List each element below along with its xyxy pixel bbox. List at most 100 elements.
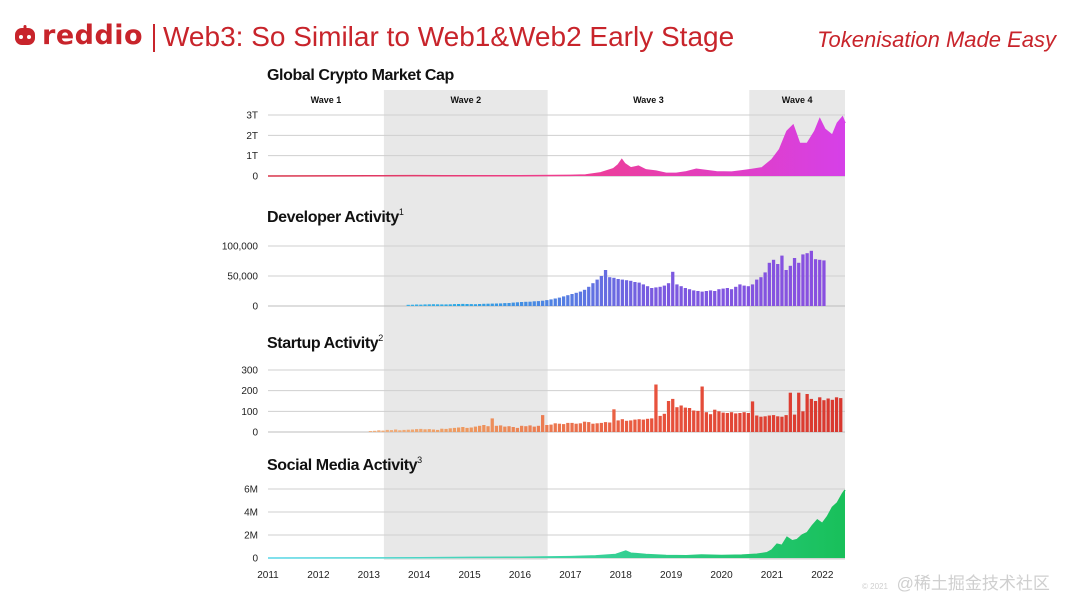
bar bbox=[578, 291, 583, 306]
bar bbox=[650, 418, 654, 432]
bar bbox=[465, 427, 469, 432]
wave-label-2: Wave 2 bbox=[450, 95, 481, 105]
wave-band-2 bbox=[383, 90, 548, 560]
bar bbox=[457, 427, 461, 432]
bar bbox=[805, 394, 809, 432]
bar bbox=[490, 418, 494, 432]
bar bbox=[750, 401, 755, 432]
bar bbox=[725, 413, 729, 432]
bar bbox=[641, 419, 645, 432]
panel-title-4: Social Media Activity3 bbox=[267, 455, 422, 474]
x-tick-label: 2020 bbox=[710, 570, 733, 581]
bar bbox=[528, 301, 532, 306]
bar bbox=[503, 426, 507, 432]
wave-label-4: Wave 4 bbox=[782, 95, 813, 105]
x-tick-label: 2018 bbox=[610, 570, 633, 581]
bar bbox=[591, 423, 595, 432]
bar bbox=[683, 288, 687, 306]
bar bbox=[536, 425, 541, 432]
bar bbox=[486, 303, 490, 306]
bar bbox=[834, 397, 839, 432]
bar bbox=[666, 283, 671, 306]
bar bbox=[679, 405, 683, 432]
bar bbox=[788, 265, 792, 306]
y-tick-label: 4M bbox=[244, 508, 258, 519]
bar bbox=[427, 304, 431, 306]
bar bbox=[532, 426, 536, 432]
bar bbox=[734, 286, 738, 306]
bar bbox=[700, 291, 704, 306]
bar bbox=[624, 280, 629, 306]
y-tick-label: 100,000 bbox=[222, 242, 259, 253]
reddio-logo: reddio bbox=[14, 20, 143, 51]
bar bbox=[444, 428, 448, 432]
bar bbox=[839, 398, 843, 432]
bar bbox=[763, 416, 767, 432]
slide-header: reddio Web3: So Similar to Web1&Web2 Ear… bbox=[0, 0, 1080, 70]
bar bbox=[515, 302, 520, 306]
slide-title: Web3: So Similar to Web1&Web2 Early Stag… bbox=[163, 21, 735, 52]
bar bbox=[813, 259, 818, 306]
bar bbox=[696, 410, 700, 432]
bar bbox=[482, 303, 486, 306]
x-tick-label: 2013 bbox=[358, 570, 381, 581]
bar bbox=[587, 286, 591, 306]
bar bbox=[415, 429, 419, 432]
panel-title-sup-3: 2 bbox=[378, 333, 383, 343]
bar bbox=[818, 397, 822, 432]
bar bbox=[679, 286, 683, 306]
bar bbox=[486, 426, 490, 432]
bar bbox=[713, 409, 717, 432]
bar bbox=[440, 304, 444, 306]
bar bbox=[368, 431, 373, 432]
bar bbox=[818, 259, 822, 306]
bar bbox=[419, 304, 423, 306]
bar bbox=[771, 259, 776, 306]
bar bbox=[494, 303, 499, 306]
bar bbox=[717, 411, 721, 432]
x-tick-label: 2016 bbox=[509, 570, 532, 581]
bar bbox=[620, 279, 624, 306]
y-tick-label: 3T bbox=[246, 111, 258, 122]
bar bbox=[469, 427, 473, 432]
bar bbox=[771, 415, 776, 432]
bar bbox=[507, 303, 511, 306]
bar bbox=[415, 304, 419, 306]
bar bbox=[478, 425, 482, 432]
bar bbox=[603, 422, 608, 432]
bar bbox=[629, 420, 633, 432]
bar bbox=[507, 426, 511, 432]
area-outline-4 bbox=[267, 489, 846, 559]
bar bbox=[406, 304, 410, 306]
bar bbox=[524, 426, 528, 432]
bar bbox=[620, 419, 624, 432]
bar bbox=[759, 416, 763, 432]
y-tick-label: 0 bbox=[252, 172, 258, 183]
bar bbox=[826, 398, 830, 432]
bar bbox=[444, 304, 448, 306]
x-tick-label: 2017 bbox=[559, 570, 582, 581]
bar bbox=[440, 428, 444, 432]
bar bbox=[499, 425, 503, 432]
bar bbox=[595, 423, 599, 432]
bar bbox=[545, 300, 549, 306]
bar bbox=[452, 304, 457, 306]
bar bbox=[410, 429, 415, 432]
bar bbox=[641, 284, 645, 306]
bar bbox=[490, 303, 494, 306]
bar bbox=[612, 409, 616, 432]
bar bbox=[654, 384, 658, 432]
bar bbox=[742, 412, 746, 432]
x-tick-label: 2015 bbox=[458, 570, 481, 581]
watermark: © 2021 @稀土掘金技术社区 bbox=[862, 569, 1072, 594]
bar bbox=[536, 301, 541, 306]
bar bbox=[515, 427, 520, 432]
bar bbox=[763, 272, 767, 306]
bar bbox=[494, 425, 499, 432]
bar bbox=[692, 290, 696, 306]
bar bbox=[675, 284, 679, 306]
bar bbox=[717, 289, 721, 306]
panel-title-3: Startup Activity2 bbox=[267, 333, 383, 352]
bar bbox=[704, 412, 708, 432]
bar bbox=[822, 400, 826, 432]
